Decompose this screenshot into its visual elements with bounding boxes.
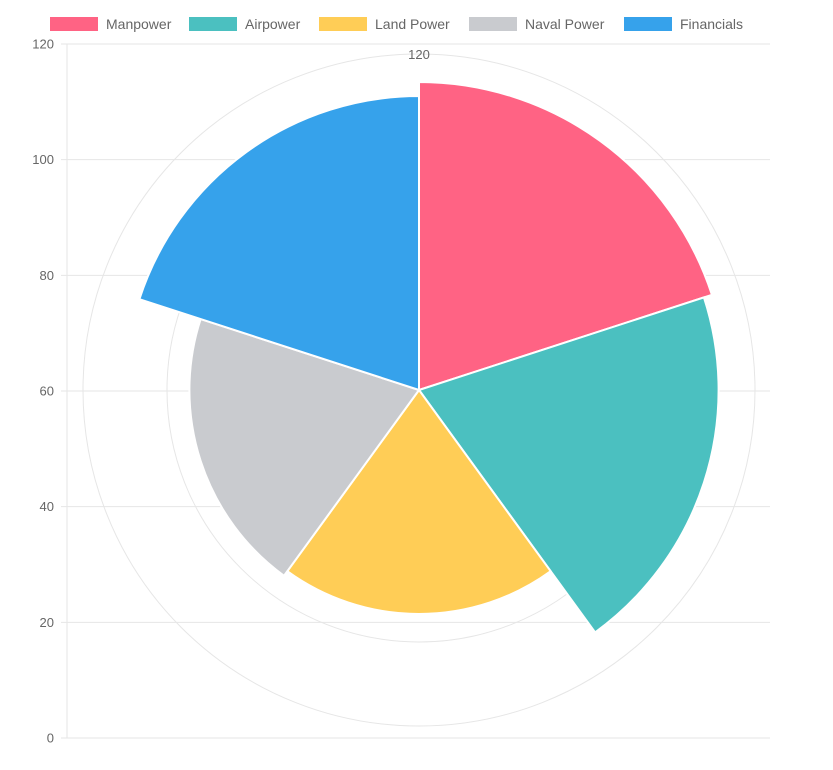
slice-land-power[interactable] xyxy=(285,388,553,615)
legend-swatch xyxy=(189,17,237,31)
legend-item[interactable]: Financials xyxy=(624,16,743,32)
slice-manpower[interactable] xyxy=(418,80,714,392)
y-tick-label: 20 xyxy=(40,615,54,630)
legend-item[interactable]: Manpower xyxy=(50,16,172,32)
slice-financials[interactable] xyxy=(138,94,420,392)
slice-naval-power[interactable] xyxy=(188,317,421,578)
legend-swatch xyxy=(50,17,98,31)
radial-ring xyxy=(82,53,756,727)
legend: Manpower Airpower Land Power Naval Power Fin… xyxy=(50,16,743,32)
legend-label: Naval Power xyxy=(525,16,605,32)
legend-label: Manpower xyxy=(106,16,172,32)
legend-label: Financials xyxy=(680,16,743,32)
y-tick-label: 0 xyxy=(47,731,54,746)
legend-swatch xyxy=(319,17,367,31)
legend-label: Airpower xyxy=(245,16,301,32)
y-tick-label: 40 xyxy=(40,499,54,514)
y-tick-label: 100 xyxy=(32,152,54,167)
legend-label: Land Power xyxy=(375,16,450,32)
y-tick-label: 60 xyxy=(40,384,54,399)
legend-swatch xyxy=(624,17,672,31)
legend-swatch xyxy=(469,17,517,31)
y-tick-label: 120 xyxy=(32,37,54,52)
legend-item[interactable]: Airpower xyxy=(189,16,301,32)
slice-airpower[interactable] xyxy=(417,296,720,634)
legend-item[interactable]: Land Power xyxy=(319,16,450,32)
y-axis-ticks: 0 20 40 60 80 100 120 xyxy=(32,37,54,746)
radial-tick-label: 120 xyxy=(408,47,430,62)
chart-slices xyxy=(138,80,720,634)
legend-item[interactable]: Naval Power xyxy=(469,16,605,32)
y-tick-label: 80 xyxy=(40,268,54,283)
